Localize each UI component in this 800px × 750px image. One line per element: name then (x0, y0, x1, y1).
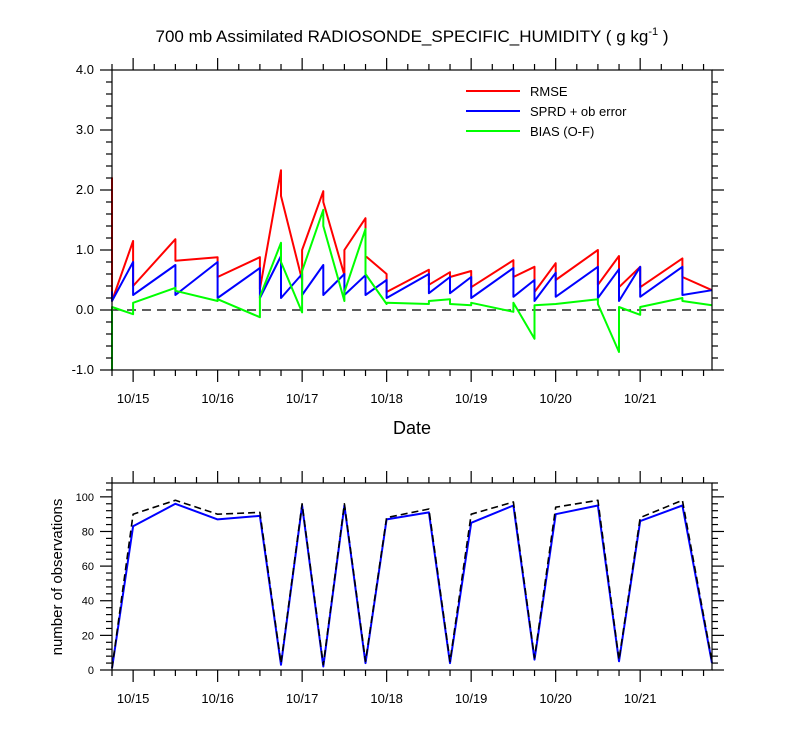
top-series-bias-o-f (111, 208, 713, 371)
top-x-tick-label: 10/17 (286, 391, 319, 406)
top-y-tick-label: -1.0 (72, 362, 94, 377)
top-y-tick-label: 4.0 (76, 62, 94, 77)
bottom-y-tick-label: 100 (76, 492, 94, 504)
top-x-tick-label: 10/19 (455, 391, 488, 406)
bottom-x-tick-label: 10/16 (201, 691, 234, 706)
top-x-tick-label: 10/16 (201, 391, 234, 406)
top-y-tick-label: 3.0 (76, 122, 94, 137)
bottom-plot-frame (111, 482, 713, 671)
legend-label-bias: BIAS (O-F) (530, 124, 594, 139)
chart-title-main: 700 mb Assimilated RADIOSONDE_SPECIFIC_H… (156, 27, 649, 46)
legend-label-sprd: SPRD + ob error (530, 104, 627, 119)
bottom-y-tick-label: 40 (82, 596, 94, 608)
top-x-tick-label: 10/20 (539, 391, 572, 406)
bottom-x-tick-label: 10/17 (286, 691, 319, 706)
bottom-series-group (111, 499, 713, 669)
chart-title: 700 mb Assimilated RADIOSONDE_SPECIFIC_H… (156, 26, 669, 46)
legend-label-rmse: RMSE (530, 84, 568, 99)
bottom-x-tick-label: 10/19 (455, 691, 488, 706)
bottom-y-tick-label: 80 (82, 526, 94, 538)
top-x-tick-label: 10/15 (117, 391, 150, 406)
bottom-y-tick-label: 20 (82, 630, 94, 642)
top-series-sprd-ob-error (111, 255, 713, 302)
top-plot-frame (111, 69, 713, 371)
bottom-x-tick-label: 10/20 (539, 691, 572, 706)
bottom-x-tick-label: 10/18 (370, 691, 403, 706)
top-series-rmse (111, 169, 713, 302)
top-x-axis-label: Date (393, 418, 431, 438)
bottom-axes-group: 10/15 10/16 10/17 10/18 10/19 10/20 10/21 0 20 40… (76, 471, 724, 706)
top-y-tick-label: 1.0 (76, 242, 94, 257)
legend: RMSE SPRD + ob error BIAS (O-F) (466, 84, 627, 139)
chart-title-end: ) (658, 27, 668, 46)
bottom-y-axis-label: number of observations (49, 499, 66, 656)
top-axes-group: 10/15 10/16 10/17 10/18 10/19 10/20 10/21 -1.0 0… (72, 58, 724, 406)
bottom-series-assimilated (111, 502, 713, 669)
top-x-tick-label: 10/18 (370, 391, 403, 406)
bottom-x-tick-label: 10/15 (117, 691, 150, 706)
bottom-series-possible (111, 499, 713, 669)
top-series-group (111, 169, 713, 371)
chart-title-superscript: -1 (648, 26, 658, 38)
bottom-x-tick-label: 10/21 (624, 691, 657, 706)
top-y-tick-label: 2.0 (76, 182, 94, 197)
top-y-tick-label: 0.0 (76, 302, 94, 317)
bottom-y-tick-label: 60 (82, 561, 94, 573)
bottom-y-tick-label: 0 (88, 665, 94, 677)
top-x-tick-label: 10/21 (624, 391, 657, 406)
